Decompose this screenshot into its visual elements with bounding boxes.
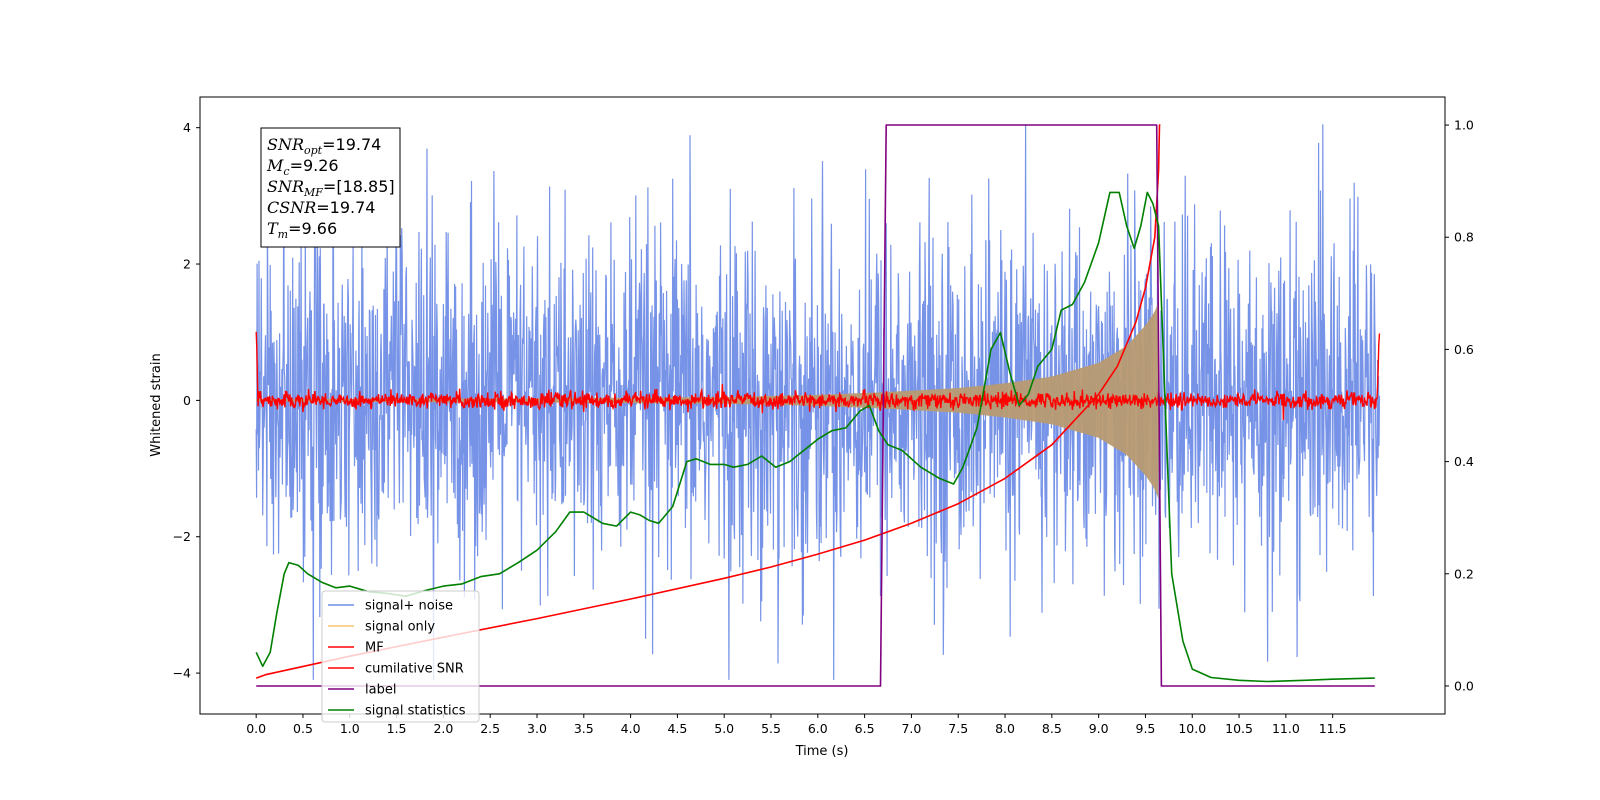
annotation-value: =9.26 xyxy=(290,156,339,175)
legend-label: signal+ noise xyxy=(365,599,453,614)
x-tick-label: 7.0 xyxy=(901,721,921,736)
x-tick-label: 10.0 xyxy=(1178,721,1206,736)
annotation-value: =[18.85] xyxy=(323,177,395,196)
x-tick-label: 6.0 xyxy=(808,721,828,736)
x-tick-label: 1.0 xyxy=(340,721,360,736)
y2-tick-label: 0.0 xyxy=(1454,678,1474,693)
y2-tick-label: 0.8 xyxy=(1454,230,1474,245)
x-tick-label: 9.0 xyxy=(1089,721,1109,736)
legend-label: label xyxy=(365,683,396,698)
x-tick-label: 4.0 xyxy=(621,721,641,736)
x-tick-label: 3.0 xyxy=(527,721,547,736)
x-tick-label: 8.5 xyxy=(1042,721,1062,736)
x-tick-label: 6.5 xyxy=(855,721,875,736)
annotation-line: Tm=9.66 xyxy=(267,219,337,241)
series-label xyxy=(256,124,1375,687)
x-tick-label: 2.0 xyxy=(433,721,453,736)
x-tick-label: 8.0 xyxy=(995,721,1015,736)
x-tick-label: 4.5 xyxy=(667,721,687,736)
annotation-sub: m xyxy=(278,228,288,241)
annotation-line: SNRMF=[18.85] xyxy=(267,177,395,199)
axes-frame xyxy=(199,96,1446,715)
y-axis-label: Whitened strain xyxy=(149,353,164,456)
annotation-line: CSNR=19.74 xyxy=(267,198,375,217)
y-tick-label: 2 xyxy=(183,257,191,272)
annotation-value: =19.74 xyxy=(316,198,375,217)
series-mf xyxy=(255,331,1381,421)
annotation-var: CSNR xyxy=(267,198,316,217)
x-tick-label: 5.5 xyxy=(761,721,781,736)
y2-tick-label: 0.2 xyxy=(1454,566,1474,581)
annotation-box: SNRopt=19.74Mc=9.26SNRMF=[18.85]CSNR=19.… xyxy=(260,127,401,248)
annotation-line: Mc=9.26 xyxy=(266,156,339,178)
x-tick-label: 0.0 xyxy=(246,721,266,736)
annotation-var: SNR xyxy=(267,177,304,196)
annotation-line: SNRopt=19.74 xyxy=(267,135,381,157)
legend-label: MF xyxy=(365,641,384,656)
x-tick-label: 0.5 xyxy=(293,721,313,736)
annotation-var: T xyxy=(267,219,279,238)
x-axis-label: Time (s) xyxy=(795,744,849,759)
annotation-var: M xyxy=(266,156,284,175)
x-tick-label: 11.0 xyxy=(1272,721,1300,736)
annotation-value: =19.74 xyxy=(322,135,381,154)
annotation-sub: MF xyxy=(303,186,323,199)
plot-area xyxy=(255,124,1381,687)
x-tick-label: 1.5 xyxy=(387,721,407,736)
series-cumilative-snr xyxy=(255,124,1161,679)
x-tick-label: 5.0 xyxy=(714,721,734,736)
legend: signal+ noise signal only MF cumilative SNR… xyxy=(321,590,480,723)
legend-frame xyxy=(321,590,480,723)
x-tick-label: 7.5 xyxy=(948,721,968,736)
series-signal-noise xyxy=(255,124,1381,680)
annotation-var: SNR xyxy=(267,135,304,154)
annotation-frame xyxy=(260,127,401,248)
axis-ticks: 0.0 0.5 1.0 1.5 2.0 2.5 3.0 3.5 4.0 4.5 5.0 5.5 6.0 6… xyxy=(173,118,1474,736)
annotation-sub: c xyxy=(283,165,289,178)
y-tick-label: −2 xyxy=(173,529,191,544)
x-tick-label: 2.5 xyxy=(480,721,500,736)
legend-label: signal statistics xyxy=(365,704,466,719)
legend-label: cumilative SNR xyxy=(365,662,464,677)
y-tick-label: −4 xyxy=(173,666,191,681)
x-tick-label: 9.5 xyxy=(1136,721,1156,736)
y-tick-label: 4 xyxy=(183,120,191,135)
legend-label: signal only xyxy=(365,620,435,635)
annotation-sub: opt xyxy=(304,144,323,157)
y2-tick-label: 0.6 xyxy=(1454,342,1474,357)
x-tick-label: 11.5 xyxy=(1319,721,1347,736)
y2-tick-label: 0.4 xyxy=(1454,454,1474,469)
x-tick-label: 3.5 xyxy=(574,721,594,736)
y-tick-label: 0 xyxy=(183,393,191,408)
annotation-value: =9.66 xyxy=(288,219,337,238)
x-tick-label: 10.5 xyxy=(1225,721,1253,736)
y2-tick-label: 1.0 xyxy=(1454,118,1474,133)
